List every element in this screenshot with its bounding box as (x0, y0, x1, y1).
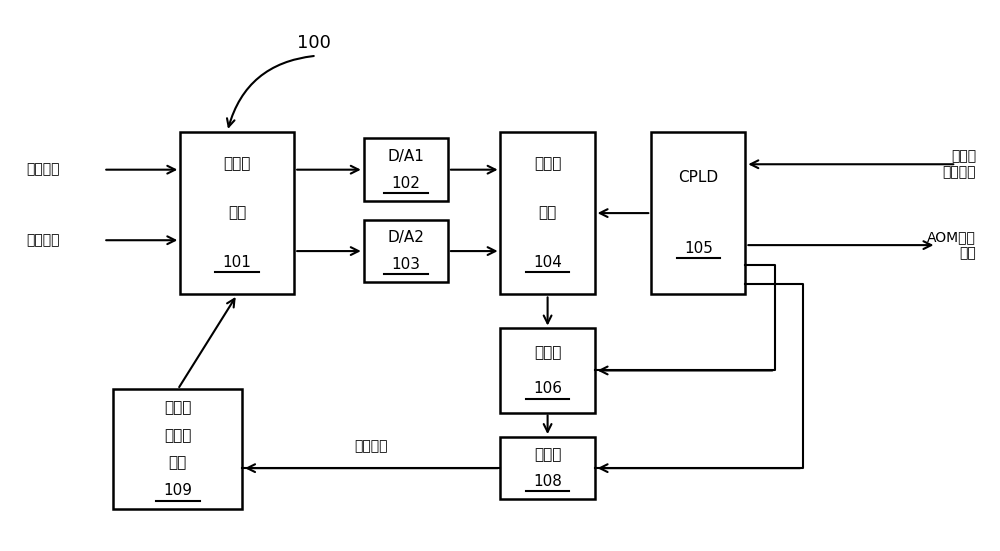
Text: 开关信号: 开关信号 (942, 165, 976, 180)
Bar (651, 132, 745, 294)
Bar (180, 132, 294, 294)
Text: 光电信: 光电信 (164, 400, 191, 415)
Text: 单元: 单元 (169, 456, 187, 471)
Text: 功率反馈: 功率反馈 (355, 439, 388, 453)
Text: 106: 106 (533, 381, 562, 396)
Text: CPLD: CPLD (678, 170, 718, 185)
Bar (500, 437, 595, 499)
Bar (113, 390, 242, 509)
Text: 100: 100 (297, 34, 331, 52)
Text: 103: 103 (391, 257, 420, 272)
Text: 多路转: 多路转 (534, 156, 561, 171)
Text: 108: 108 (533, 474, 562, 489)
Text: 105: 105 (684, 241, 713, 256)
Text: 104: 104 (533, 255, 562, 270)
Text: 激光器: 激光器 (534, 447, 561, 462)
Text: D/A2: D/A2 (387, 230, 424, 245)
Text: 功率设定: 功率设定 (26, 233, 59, 247)
Text: 微控制: 微控制 (224, 156, 251, 171)
Text: 激光器: 激光器 (951, 149, 976, 163)
Text: 换器: 换器 (538, 206, 557, 220)
Bar (500, 132, 595, 294)
Text: 泵浦源: 泵浦源 (534, 345, 561, 360)
Text: 信号: 信号 (959, 246, 976, 260)
Bar (500, 328, 595, 413)
Bar (364, 138, 448, 201)
Text: 号处理: 号处理 (164, 428, 191, 443)
Text: 109: 109 (163, 483, 192, 498)
Text: 锁存信号: 锁存信号 (26, 163, 59, 177)
Text: AOM驱动: AOM驱动 (927, 230, 976, 245)
Text: 101: 101 (223, 255, 252, 270)
Text: 单元: 单元 (228, 206, 246, 220)
Text: 102: 102 (391, 176, 420, 191)
Text: D/A1: D/A1 (387, 149, 424, 164)
Bar (364, 220, 448, 282)
